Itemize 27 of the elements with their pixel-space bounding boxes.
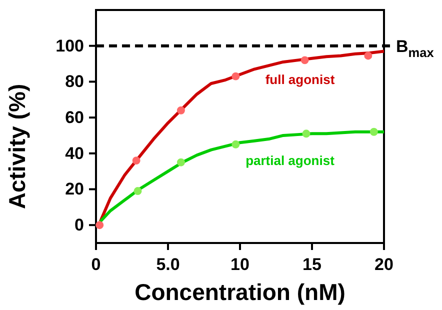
point bbox=[134, 187, 142, 196]
x-tick-label: 0 bbox=[91, 255, 101, 274]
series-label: full agonist bbox=[265, 72, 336, 87]
y-tick-label: 20 bbox=[65, 180, 84, 199]
point bbox=[176, 158, 185, 166]
y-tick-label: 40 bbox=[65, 144, 84, 163]
y-tick-label: 60 bbox=[65, 108, 84, 127]
x-tick-label: 5.0 bbox=[156, 255, 180, 274]
y-axis-title: Activity (%) bbox=[4, 84, 30, 210]
x-axis-title: Concentration (nM) bbox=[134, 279, 346, 305]
point bbox=[364, 52, 372, 60]
ref-line-label: B$_{max}$ bbox=[396, 36, 434, 60]
series-label: partial agonist bbox=[246, 153, 336, 168]
point bbox=[302, 130, 310, 138]
x-tick-label: 20 bbox=[374, 255, 394, 274]
y-tick-label: 0 bbox=[74, 216, 84, 235]
point bbox=[232, 140, 240, 148]
point bbox=[232, 72, 240, 80]
x-tick-label: 10 bbox=[230, 255, 250, 274]
x-tick-label: 15 bbox=[302, 255, 322, 274]
point bbox=[176, 106, 185, 114]
y-tick-label: 80 bbox=[65, 72, 84, 92]
point bbox=[132, 156, 140, 165]
point bbox=[96, 221, 104, 230]
point bbox=[300, 56, 309, 64]
y-tick-label: 100 bbox=[56, 36, 84, 56]
point bbox=[370, 128, 378, 136]
